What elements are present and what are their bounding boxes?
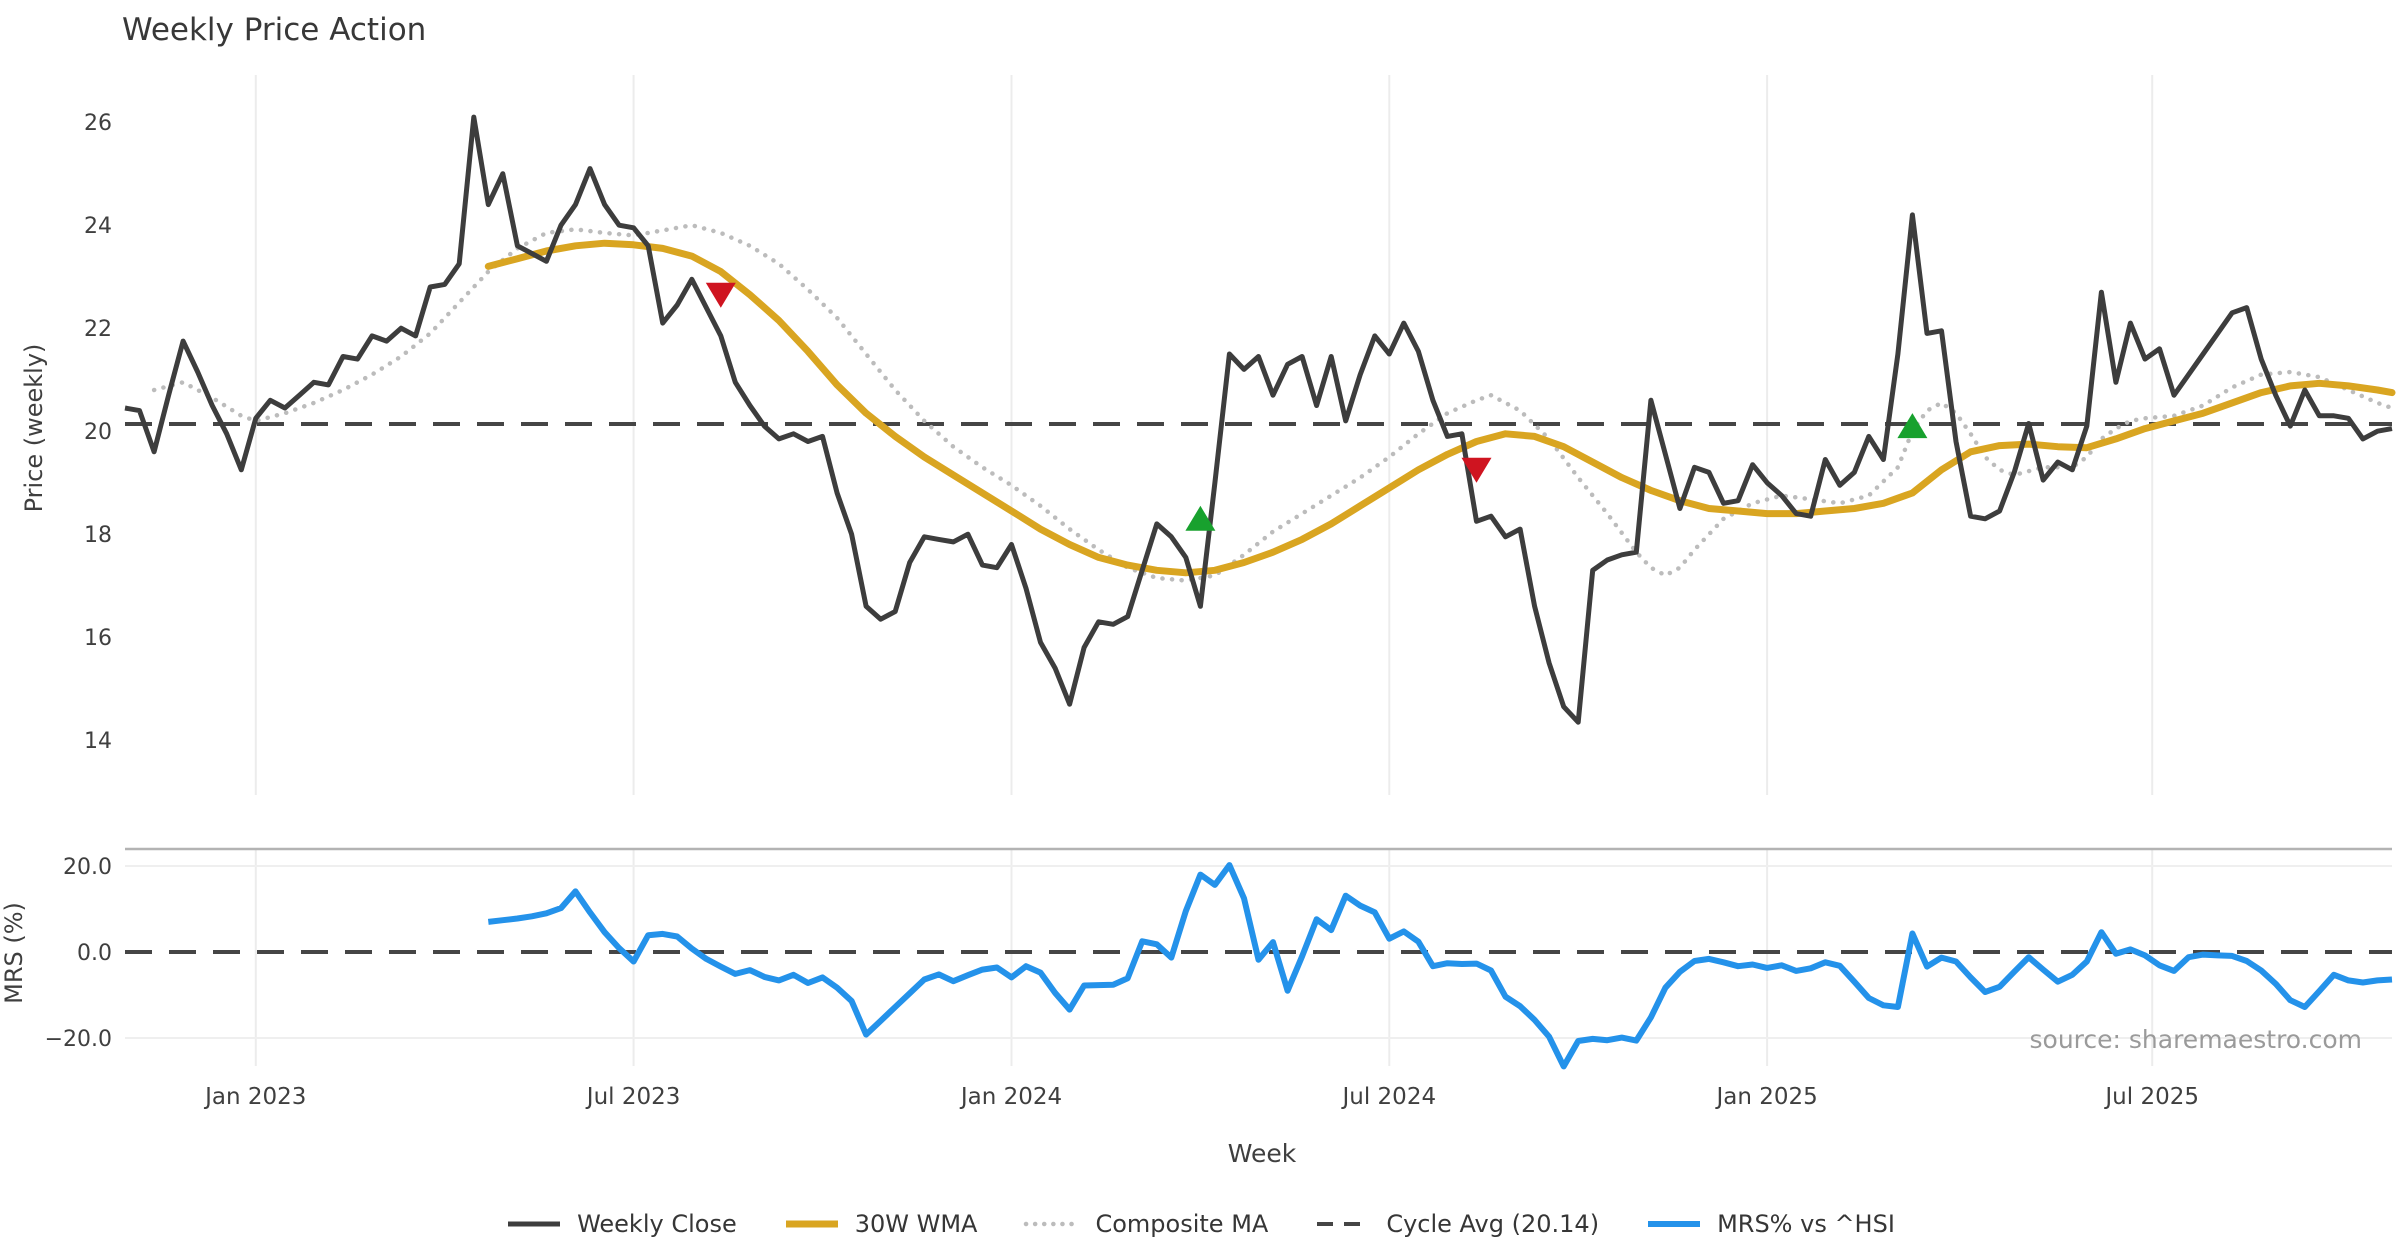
- x-tick-label: Jan 2023: [203, 1084, 306, 1110]
- composite-ma-line: [151, 222, 2395, 583]
- legend-label: MRS% vs ^HSI: [1717, 1210, 1895, 1238]
- x-tick-label: Jul 2023: [585, 1084, 681, 1110]
- buy-signal-triangle-icon: [1185, 505, 1216, 531]
- legend-item: Weekly Close: [505, 1210, 737, 1238]
- series-group: [124, 114, 2396, 1070]
- price-axis-label: Price (weekly): [20, 344, 48, 513]
- mrs-line: [487, 862, 2393, 1070]
- trade-markers-group: [705, 282, 1928, 531]
- sell-signal-triangle-icon: [1461, 457, 1492, 483]
- legend-label: 30W WMA: [854, 1210, 978, 1238]
- mrs-ytick-label: 0.0: [77, 941, 112, 966]
- x-tick-label: Jul 2025: [2103, 1084, 2199, 1110]
- legend-swatch-solid: [1648, 1221, 1701, 1227]
- source-watermark: source: sharemaestro.com: [2030, 1025, 2363, 1054]
- x-tick-label: Jan 2025: [1714, 1084, 1817, 1110]
- x-tick-label: Jul 2024: [1340, 1084, 1436, 1110]
- legend-swatch-dotted: [1024, 1221, 1081, 1227]
- legend-item: Composite MA: [1023, 1210, 1268, 1238]
- legend-swatch-solid: [508, 1221, 561, 1227]
- legend-swatch-solid: [785, 1220, 838, 1228]
- axis-ticks-group: 26 24 22 20 18 16 14 20.0 0.0 −20.0 Jan 2023 Jul 20…: [45, 111, 2199, 1110]
- gridlines-group: [125, 75, 2392, 1066]
- price-ytick-label: 18: [84, 523, 112, 548]
- legend-item: MRS% vs ^HSI: [1645, 1210, 1895, 1238]
- mrs-ytick-label: −20.0: [45, 1027, 112, 1052]
- chart-title: Weekly Price Action: [122, 12, 426, 48]
- legend-label: Weekly Close: [577, 1210, 737, 1238]
- mrs-axis-label: MRS (%): [0, 902, 28, 1004]
- legend-label: Cycle Avg (20.14): [1386, 1210, 1600, 1238]
- legend-item: Cycle Avg (20.14): [1314, 1210, 1599, 1238]
- legend-label: Composite MA: [1095, 1210, 1269, 1238]
- price-ytick-label: 14: [84, 729, 112, 754]
- weekly-close-line: [124, 114, 2393, 725]
- chart-legend: Weekly Close 30W WMA Composite MA Cycle Avg…: [0, 1210, 2400, 1238]
- 30w-wma-line: [484, 239, 2396, 577]
- price-ytick-label: 22: [84, 317, 112, 342]
- price-ytick-label: 24: [84, 214, 112, 239]
- sell-signal-triangle-icon: [705, 282, 736, 308]
- price-ytick-label: 26: [84, 111, 112, 136]
- buy-signal-triangle-icon: [1897, 413, 1928, 439]
- legend-swatch-dashed: [1317, 1222, 1370, 1226]
- x-tick-label: Jan 2024: [959, 1084, 1062, 1110]
- price-ytick-label: 20: [84, 420, 112, 445]
- x-axis-label: Week: [1228, 1139, 1297, 1168]
- mrs-ytick-label: 20.0: [63, 855, 112, 880]
- legend-item: 30W WMA: [783, 1210, 978, 1238]
- price-ytick-label: 16: [84, 626, 112, 651]
